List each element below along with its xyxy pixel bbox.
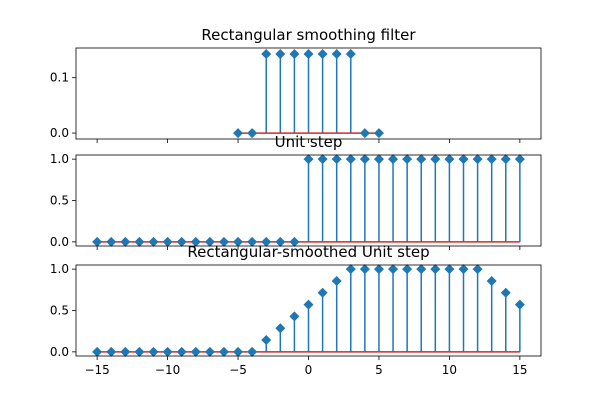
stem-marker: [444, 154, 455, 165]
stem-marker: [303, 299, 314, 310]
y-tick-label: 1.0: [50, 262, 69, 276]
y-tick-label: 0.0: [50, 345, 69, 359]
stem-marker: [416, 154, 427, 165]
stem-marker: [134, 346, 145, 357]
stem-marker: [458, 154, 469, 165]
stem-marker: [289, 311, 300, 322]
stem-marker: [303, 48, 314, 59]
stem-marker: [261, 48, 272, 59]
y-tick-label: 0.5: [50, 304, 69, 318]
stem-marker: [331, 48, 342, 59]
stem-marker: [261, 236, 272, 247]
stem-marker: [514, 154, 525, 165]
stem-marker: [148, 346, 159, 357]
y-tick-label: 1.0: [50, 152, 69, 166]
x-tick-label: 15: [512, 363, 527, 377]
stem-marker: [289, 48, 300, 59]
stem-marker: [275, 236, 286, 247]
subplot-3: −15 −10 −5 0 5 10 15 0.0 0.5 1.0 Rectangular-smoot…: [50, 243, 542, 377]
stem-marker: [176, 236, 187, 247]
x-tick-label: 5: [375, 363, 383, 377]
stem-marker: [233, 346, 244, 357]
stem-marker: [261, 335, 272, 346]
stem-marker: [247, 236, 258, 247]
stem-marker: [402, 154, 413, 165]
stem-marker: [373, 264, 384, 275]
stem-marker: [373, 154, 384, 165]
stem-marker: [317, 48, 328, 59]
stem-marker: [500, 154, 511, 165]
stem-marker: [218, 346, 229, 357]
stem-marker: [430, 154, 441, 165]
x-tick-label: −15: [84, 363, 109, 377]
x-tick-label: −10: [155, 363, 180, 377]
stem-marker: [486, 275, 497, 286]
stem-marker: [92, 346, 103, 357]
stem-marker: [416, 264, 427, 275]
stem-marker: [472, 264, 483, 275]
stem-marker: [233, 128, 244, 139]
stem-marker: [388, 264, 399, 275]
stem-marker: [190, 236, 201, 247]
stem-marker: [162, 346, 173, 357]
stem-marker: [317, 287, 328, 298]
stem-marker: [345, 154, 356, 165]
stem-marker: [247, 128, 258, 139]
stem-marker: [106, 346, 117, 357]
x-tick-label: −5: [229, 363, 247, 377]
stem-marker: [190, 346, 201, 357]
stem-marker: [247, 346, 258, 357]
stem-marker: [458, 264, 469, 275]
stem-marker: [345, 48, 356, 59]
stem-marker: [289, 236, 300, 247]
axes-frame: [75, 47, 542, 140]
stem-marker: [218, 236, 229, 247]
stem-marker: [331, 154, 342, 165]
stem-marker: [275, 323, 286, 334]
stem-marker: [162, 236, 173, 247]
stem-marker: [204, 346, 215, 357]
stem-marker: [148, 236, 159, 247]
stem-marker: [430, 264, 441, 275]
stem-marker: [359, 154, 370, 165]
stem-marker: [317, 154, 328, 165]
subplot-title: Rectangular smoothing filter: [201, 26, 416, 44]
stem-marker: [373, 128, 384, 139]
x-tick-label: 0: [305, 363, 313, 377]
stem-marker: [500, 287, 511, 298]
stem-marker: [176, 346, 187, 357]
subplot-2: 0.0 0.5 1.0 Unit step: [50, 133, 542, 250]
stem-marker: [472, 154, 483, 165]
subplot-1: 0.0 0.1 Rectangular smoothing filter: [50, 26, 542, 143]
stem-marker: [359, 264, 370, 275]
stem-marker: [345, 264, 356, 275]
stem-marker: [204, 236, 215, 247]
subplot-title: Unit step: [275, 133, 343, 151]
stem-marker: [233, 236, 244, 247]
stem-marker: [388, 154, 399, 165]
stem-marker: [359, 128, 370, 139]
stem-marker: [514, 299, 525, 310]
axes-frame: [75, 264, 542, 357]
stem-marker: [120, 346, 131, 357]
stem-marker: [331, 275, 342, 286]
y-tick-label: 0.0: [50, 235, 69, 249]
subplot-title: Rectangular-smoothed Unit step: [187, 243, 429, 261]
stem-marker: [303, 154, 314, 165]
x-tick-label: 10: [442, 363, 457, 377]
stem-marker: [275, 48, 286, 59]
stem-marker: [106, 236, 117, 247]
stem-marker: [486, 154, 497, 165]
stem-marker: [120, 236, 131, 247]
axes-frame: [75, 154, 542, 247]
y-tick-label: 0.5: [50, 194, 69, 208]
y-tick-label: 0.0: [50, 126, 69, 140]
stem-marker: [134, 236, 145, 247]
stem-marker: [444, 264, 455, 275]
stem-marker: [402, 264, 413, 275]
stem-marker: [92, 236, 103, 247]
y-tick-label: 0.1: [50, 71, 69, 85]
